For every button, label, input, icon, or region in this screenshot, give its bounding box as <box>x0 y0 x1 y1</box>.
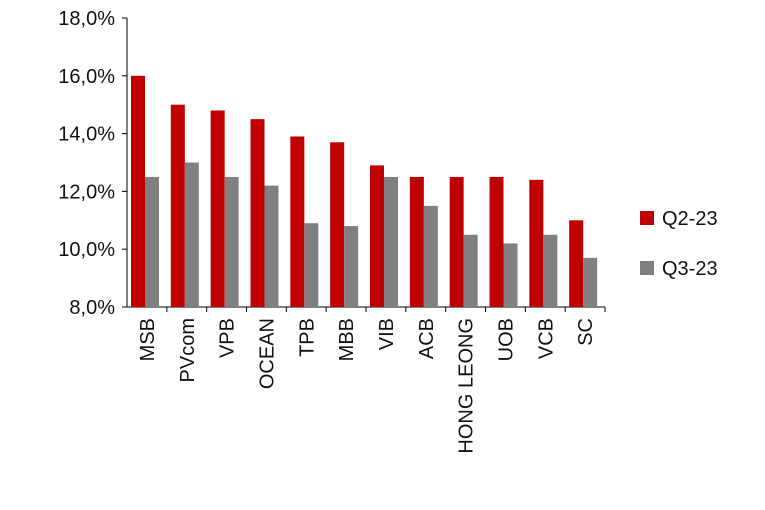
bar-q3-23 <box>384 176 398 307</box>
bar-q3-23 <box>543 234 558 307</box>
bar-q2-23 <box>370 165 384 307</box>
legend-label: Q3-23 <box>662 258 718 280</box>
x-tick-label: HONG LEONG <box>456 318 478 454</box>
bar-q2-23 <box>489 176 504 307</box>
bar-q3-23 <box>344 226 359 307</box>
bar-q3-23 <box>463 234 478 307</box>
bar-q3-23 <box>224 176 239 307</box>
x-tick-label: ACB <box>416 318 438 359</box>
x-tick-label: PVcom <box>177 318 199 382</box>
bar-q2-23 <box>290 136 305 307</box>
x-tick-label: SC <box>575 318 597 346</box>
x-tick-label: VIB <box>376 318 398 350</box>
x-tick-label: VCB <box>535 318 557 359</box>
bar-q2-23 <box>170 104 185 307</box>
bar-q2-23 <box>250 119 265 308</box>
bar-q2-23 <box>131 75 145 307</box>
y-tick-label: 18,0% <box>58 8 115 30</box>
x-tick-label: VPB <box>217 318 239 358</box>
bar-q3-23 <box>503 243 518 307</box>
bar-q2-23 <box>569 220 584 307</box>
legend-swatch <box>640 211 654 225</box>
x-tick-label: TPB <box>296 318 318 357</box>
bar-q2-23 <box>409 176 424 307</box>
bar-q2-23 <box>529 179 544 307</box>
x-tick-label: MBB <box>336 318 358 361</box>
y-tick-label: 12,0% <box>58 181 115 203</box>
bar-q2-23 <box>210 110 225 307</box>
y-tick-label: 10,0% <box>58 239 115 261</box>
bar-q2-23 <box>449 176 464 307</box>
bar-q3-23 <box>264 185 279 307</box>
bar-q3-23 <box>184 162 199 307</box>
legend-swatch <box>640 261 654 275</box>
y-tick-label: 8,0% <box>69 297 115 319</box>
bar-q3-23 <box>304 223 319 307</box>
x-tick-label: MSB <box>137 318 159 361</box>
bar-q3-23 <box>583 257 598 307</box>
y-tick-label: 14,0% <box>58 124 115 146</box>
y-tick-label: 16,0% <box>58 66 115 88</box>
bar-q3-23 <box>145 176 159 307</box>
bar-q3-23 <box>423 205 438 307</box>
x-tick-label: UOB <box>495 318 517 361</box>
x-tick-label: OCEAN <box>256 318 278 389</box>
bar-q2-23 <box>330 142 345 307</box>
legend-label: Q2-23 <box>662 208 718 230</box>
